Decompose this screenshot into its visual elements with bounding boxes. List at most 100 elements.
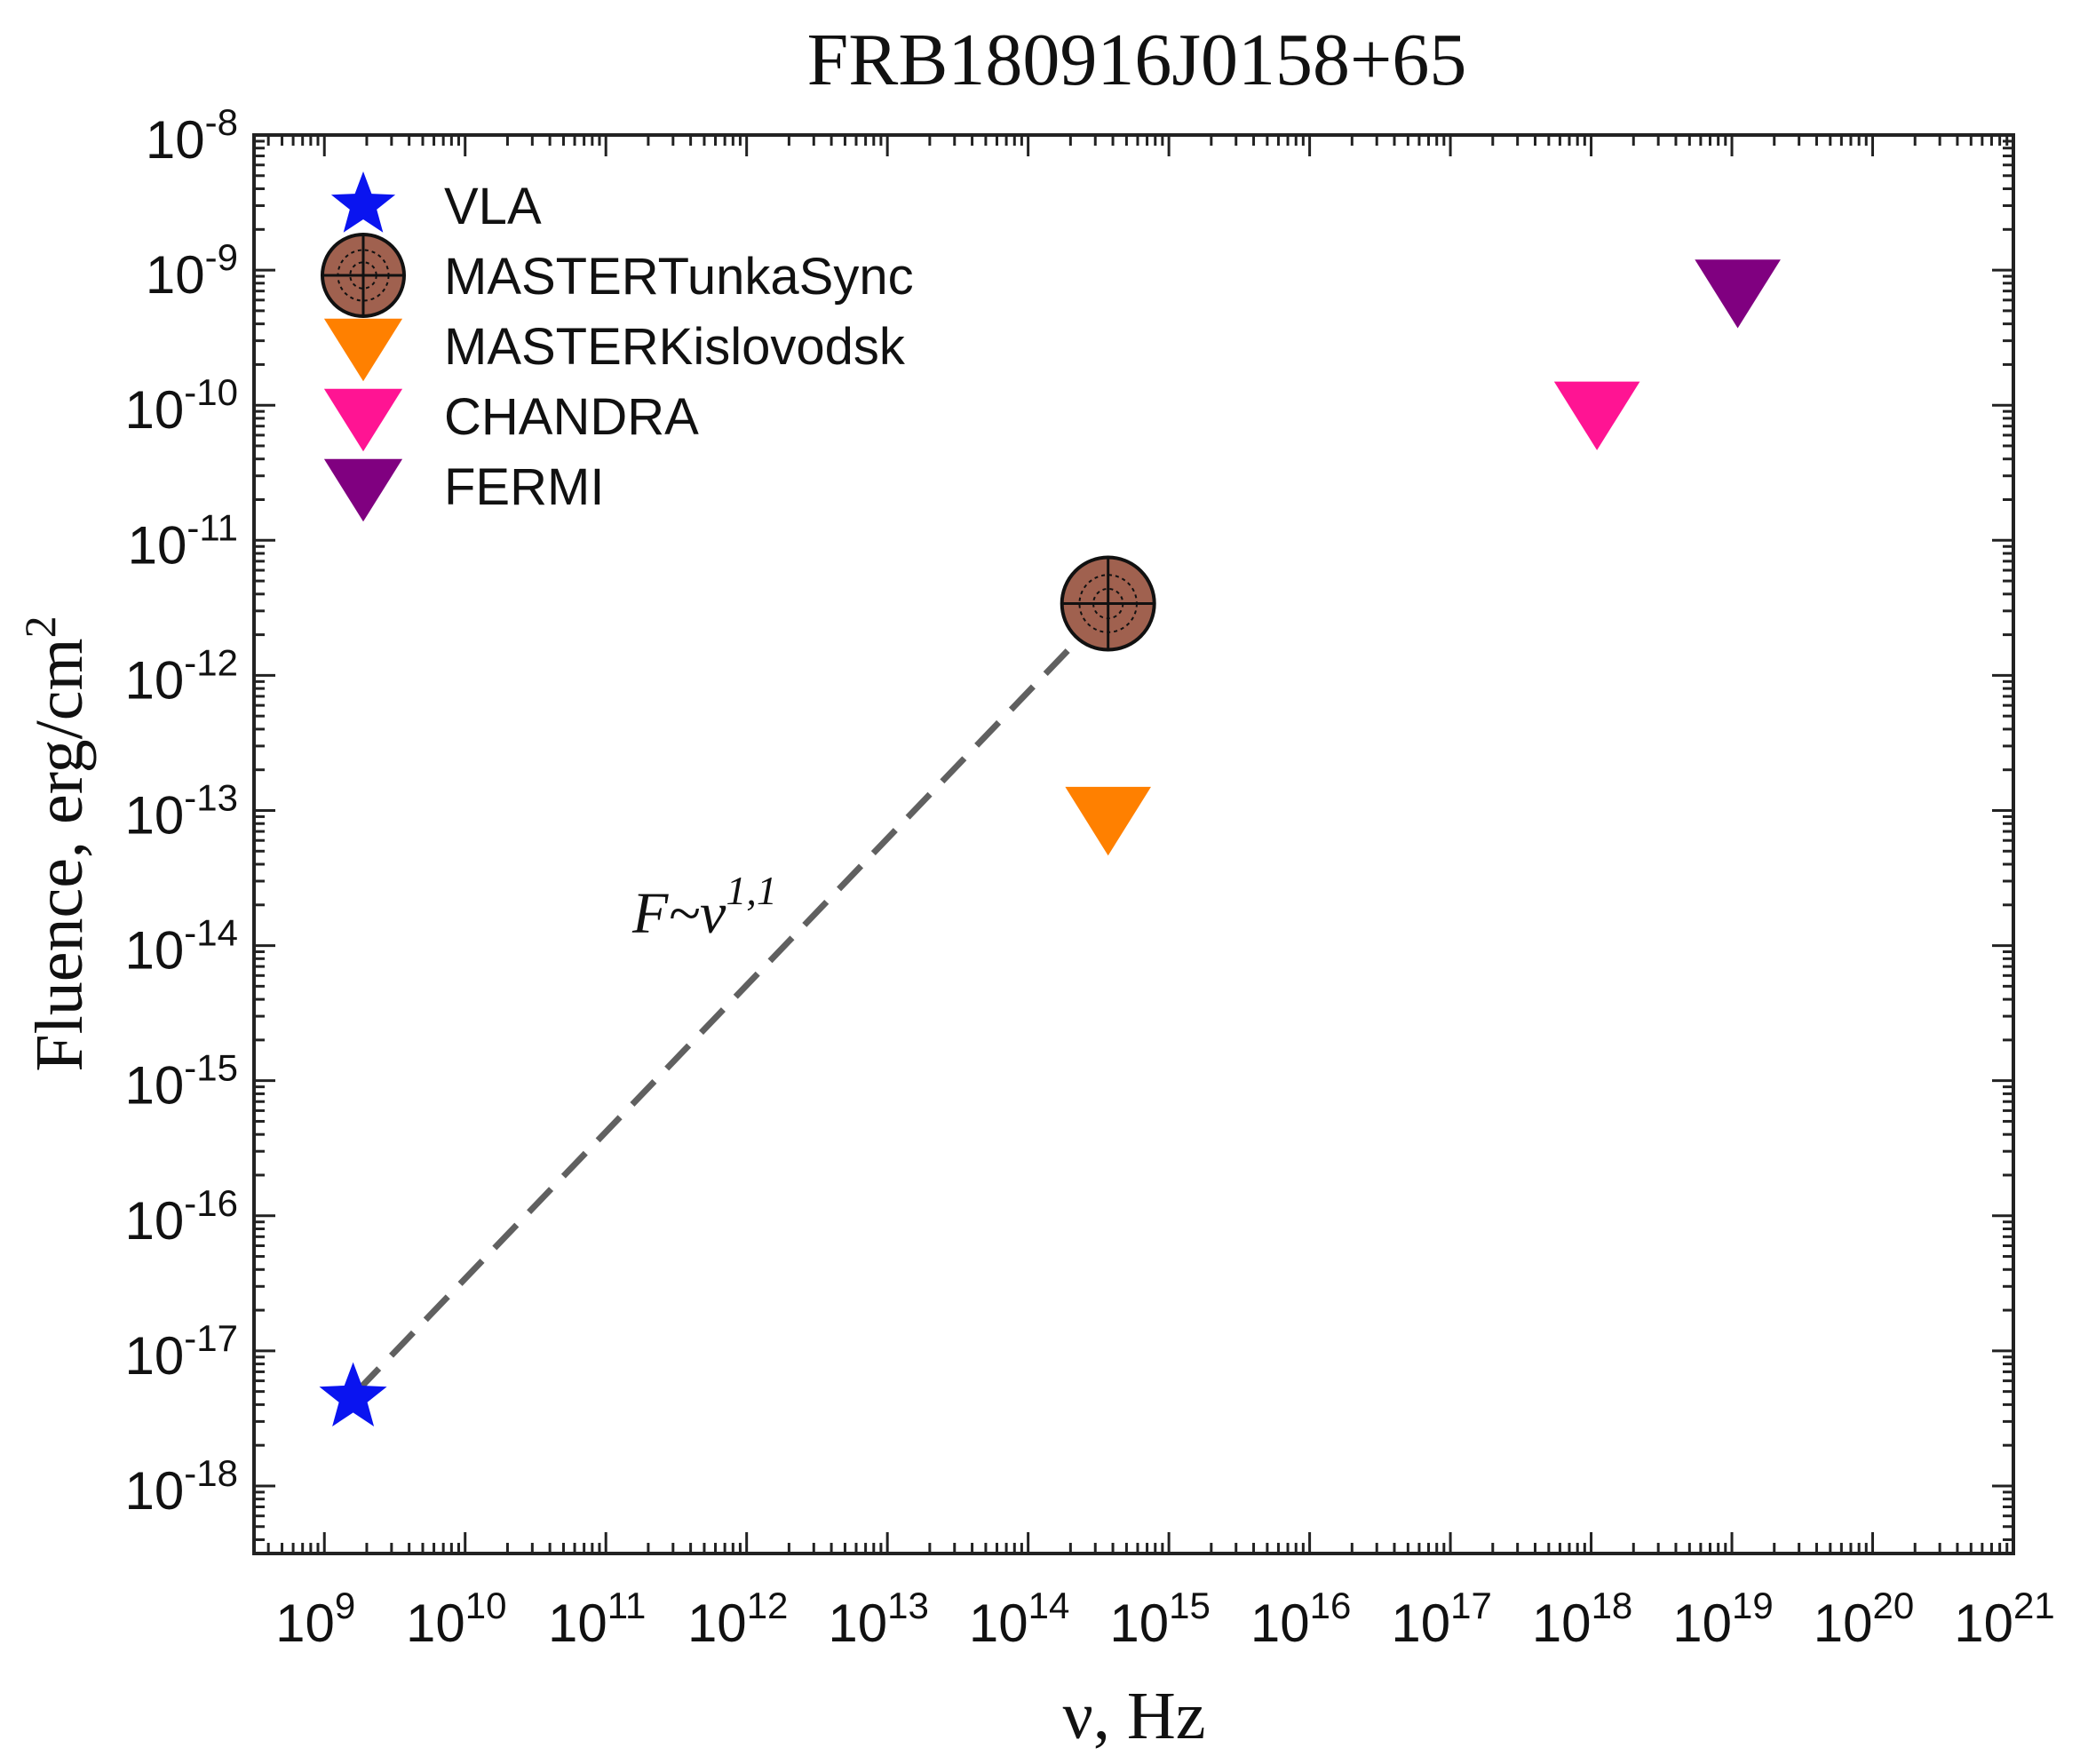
legend-marker-masterkislovodsk xyxy=(323,318,403,382)
x-tick-label: 1019 xyxy=(1672,1585,1773,1653)
x-tick-label: 1016 xyxy=(1250,1585,1351,1653)
y-tick-label: 10-12 xyxy=(125,641,238,710)
x-tick-label: 1021 xyxy=(1954,1585,2054,1653)
legend: VLA MASTERTunkaSync MASTERKislovodsk CHANDR… xyxy=(321,171,914,522)
y-tick-label: 10-16 xyxy=(125,1182,238,1251)
x-tick-label-base: 10 xyxy=(969,1593,1028,1653)
legend-label-masterkislovodsk: MASTERKislovodsk xyxy=(444,318,906,376)
x-tick-label-exp: 16 xyxy=(1310,1585,1352,1626)
x-tick-label: 1015 xyxy=(1109,1585,1210,1653)
x-tick-label-exp: 10 xyxy=(465,1585,507,1626)
x-tick-label: 1014 xyxy=(969,1585,1069,1653)
y-tick-label-exp: -10 xyxy=(184,371,238,413)
fit-line-group: F~ν1,1 xyxy=(354,622,1096,1395)
x-tick-label: 1020 xyxy=(1814,1585,1914,1653)
y-tick-label-exp: -8 xyxy=(205,101,238,143)
x-tick-label-base: 10 xyxy=(1391,1593,1450,1653)
y-tick-label-base: 10 xyxy=(125,1056,185,1116)
y-tick-label: 10-13 xyxy=(125,776,238,845)
y-tick-label-base: 10 xyxy=(125,1461,185,1521)
y-tick-label-base: 10 xyxy=(125,380,185,440)
y-tick-label-exp: -18 xyxy=(184,1452,238,1494)
y-tick-label: 10-8 xyxy=(146,101,238,170)
x-tick-label-base: 10 xyxy=(1814,1593,1873,1653)
y-tick-label: 10-14 xyxy=(125,912,238,981)
y-tick-label: 10-10 xyxy=(125,371,238,440)
fit-line-label-text: F~ν xyxy=(631,881,726,946)
data-points xyxy=(319,259,1781,1426)
x-tick-label: 1011 xyxy=(548,1585,646,1653)
legend-label-vla: VLA xyxy=(444,178,542,235)
y-tick-label: 10-11 xyxy=(128,506,238,575)
y-tick-label-exp: -14 xyxy=(184,912,238,954)
x-tick-label-exp: 19 xyxy=(1732,1585,1774,1626)
data-point-fermi xyxy=(1695,259,1781,329)
y-tick-label: 10-17 xyxy=(125,1317,238,1386)
x-tick-label: 109 xyxy=(275,1585,355,1653)
legend-marker-chandra xyxy=(323,388,403,452)
legend-label-chandra: CHANDRA xyxy=(444,388,699,446)
y-tick-label-exp: -9 xyxy=(205,236,238,278)
tick-labels: 109 1010 1011 1012 1013 1014 1015 1016 1017 1018 1… xyxy=(125,101,2055,1653)
fit-line xyxy=(354,622,1096,1395)
x-tick-label-base: 10 xyxy=(548,1593,607,1653)
y-tick-label-exp: -11 xyxy=(187,506,238,548)
x-tick-label-base: 10 xyxy=(1109,1593,1169,1653)
x-tick-label-base: 10 xyxy=(828,1593,887,1653)
x-tick-label-exp: 21 xyxy=(2013,1585,2055,1626)
x-tick-label-exp: 14 xyxy=(1028,1585,1070,1626)
y-tick-label-base: 10 xyxy=(125,921,185,981)
y-tick-label-base: 10 xyxy=(146,110,205,170)
x-tick-label: 1018 xyxy=(1532,1585,1632,1653)
y-tick-label-exp: -12 xyxy=(184,641,238,683)
x-tick-label-base: 10 xyxy=(1250,1593,1310,1653)
x-tick-label-exp: 11 xyxy=(607,1585,647,1626)
x-tick-label-exp: 9 xyxy=(335,1585,355,1626)
y-axis-label-superscript: 2 xyxy=(15,616,65,638)
legend-marker-fermi xyxy=(323,458,403,522)
y-tick-label: 10-9 xyxy=(146,236,238,305)
x-tick-label-base: 10 xyxy=(1532,1593,1592,1653)
y-axis-label: Fluence, erg/cm2 xyxy=(15,616,97,1071)
y-tick-label-base: 10 xyxy=(125,785,185,845)
y-tick-label-base: 10 xyxy=(128,515,187,575)
x-tick-label: 1017 xyxy=(1391,1585,1491,1653)
data-point-chandra xyxy=(1553,381,1640,450)
x-tick-label: 1010 xyxy=(406,1585,506,1653)
x-tick-label-exp: 15 xyxy=(1169,1585,1211,1626)
y-tick-label-base: 10 xyxy=(125,650,185,710)
legend-label-fermi: FERMI xyxy=(444,458,604,516)
x-tick-label-exp: 18 xyxy=(1592,1585,1633,1626)
fit-line-label-exponent: 1,1 xyxy=(726,868,777,913)
data-point-vla xyxy=(319,1362,387,1426)
x-tick-label-exp: 13 xyxy=(887,1585,929,1626)
x-axis-label: ν, Hz xyxy=(1063,1679,1206,1753)
x-tick-label-base: 10 xyxy=(1672,1593,1732,1653)
y-tick-label-exp: -17 xyxy=(184,1317,238,1359)
y-tick-label-base: 10 xyxy=(125,1191,185,1251)
y-tick-label-exp: -15 xyxy=(184,1047,238,1089)
y-tick-label-exp: -13 xyxy=(184,776,238,818)
x-tick-label: 1013 xyxy=(828,1585,928,1653)
legend-marker-vla xyxy=(330,171,396,233)
y-tick-label: 10-15 xyxy=(125,1047,238,1116)
legend-marker-mastertunkasync xyxy=(321,233,406,318)
x-tick-label-base: 10 xyxy=(687,1593,747,1653)
x-tick-label-exp: 12 xyxy=(747,1585,789,1626)
y-tick-label-exp: -16 xyxy=(184,1182,238,1224)
chart-title: FRB180916J0158+65 xyxy=(807,19,1467,101)
x-tick-label-base: 10 xyxy=(275,1593,335,1653)
legend-label-mastertunkasync: MASTERTunkaSync xyxy=(444,248,914,306)
y-tick-label-base: 10 xyxy=(125,1326,185,1386)
data-point-mastertunkasync xyxy=(1060,555,1156,652)
data-point-masterkislovodsk xyxy=(1065,786,1151,856)
x-tick-label-base: 10 xyxy=(1954,1593,2013,1653)
fit-line-label: F~ν1,1 xyxy=(631,868,777,946)
y-tick-label: 10-18 xyxy=(125,1452,238,1521)
y-tick-label-base: 10 xyxy=(146,245,205,305)
plot-frame xyxy=(252,133,2015,1555)
x-tick-label: 1012 xyxy=(687,1585,788,1653)
y-axis-label-text: Fluence, erg/cm xyxy=(22,638,97,1071)
x-tick-label-base: 10 xyxy=(406,1593,465,1653)
